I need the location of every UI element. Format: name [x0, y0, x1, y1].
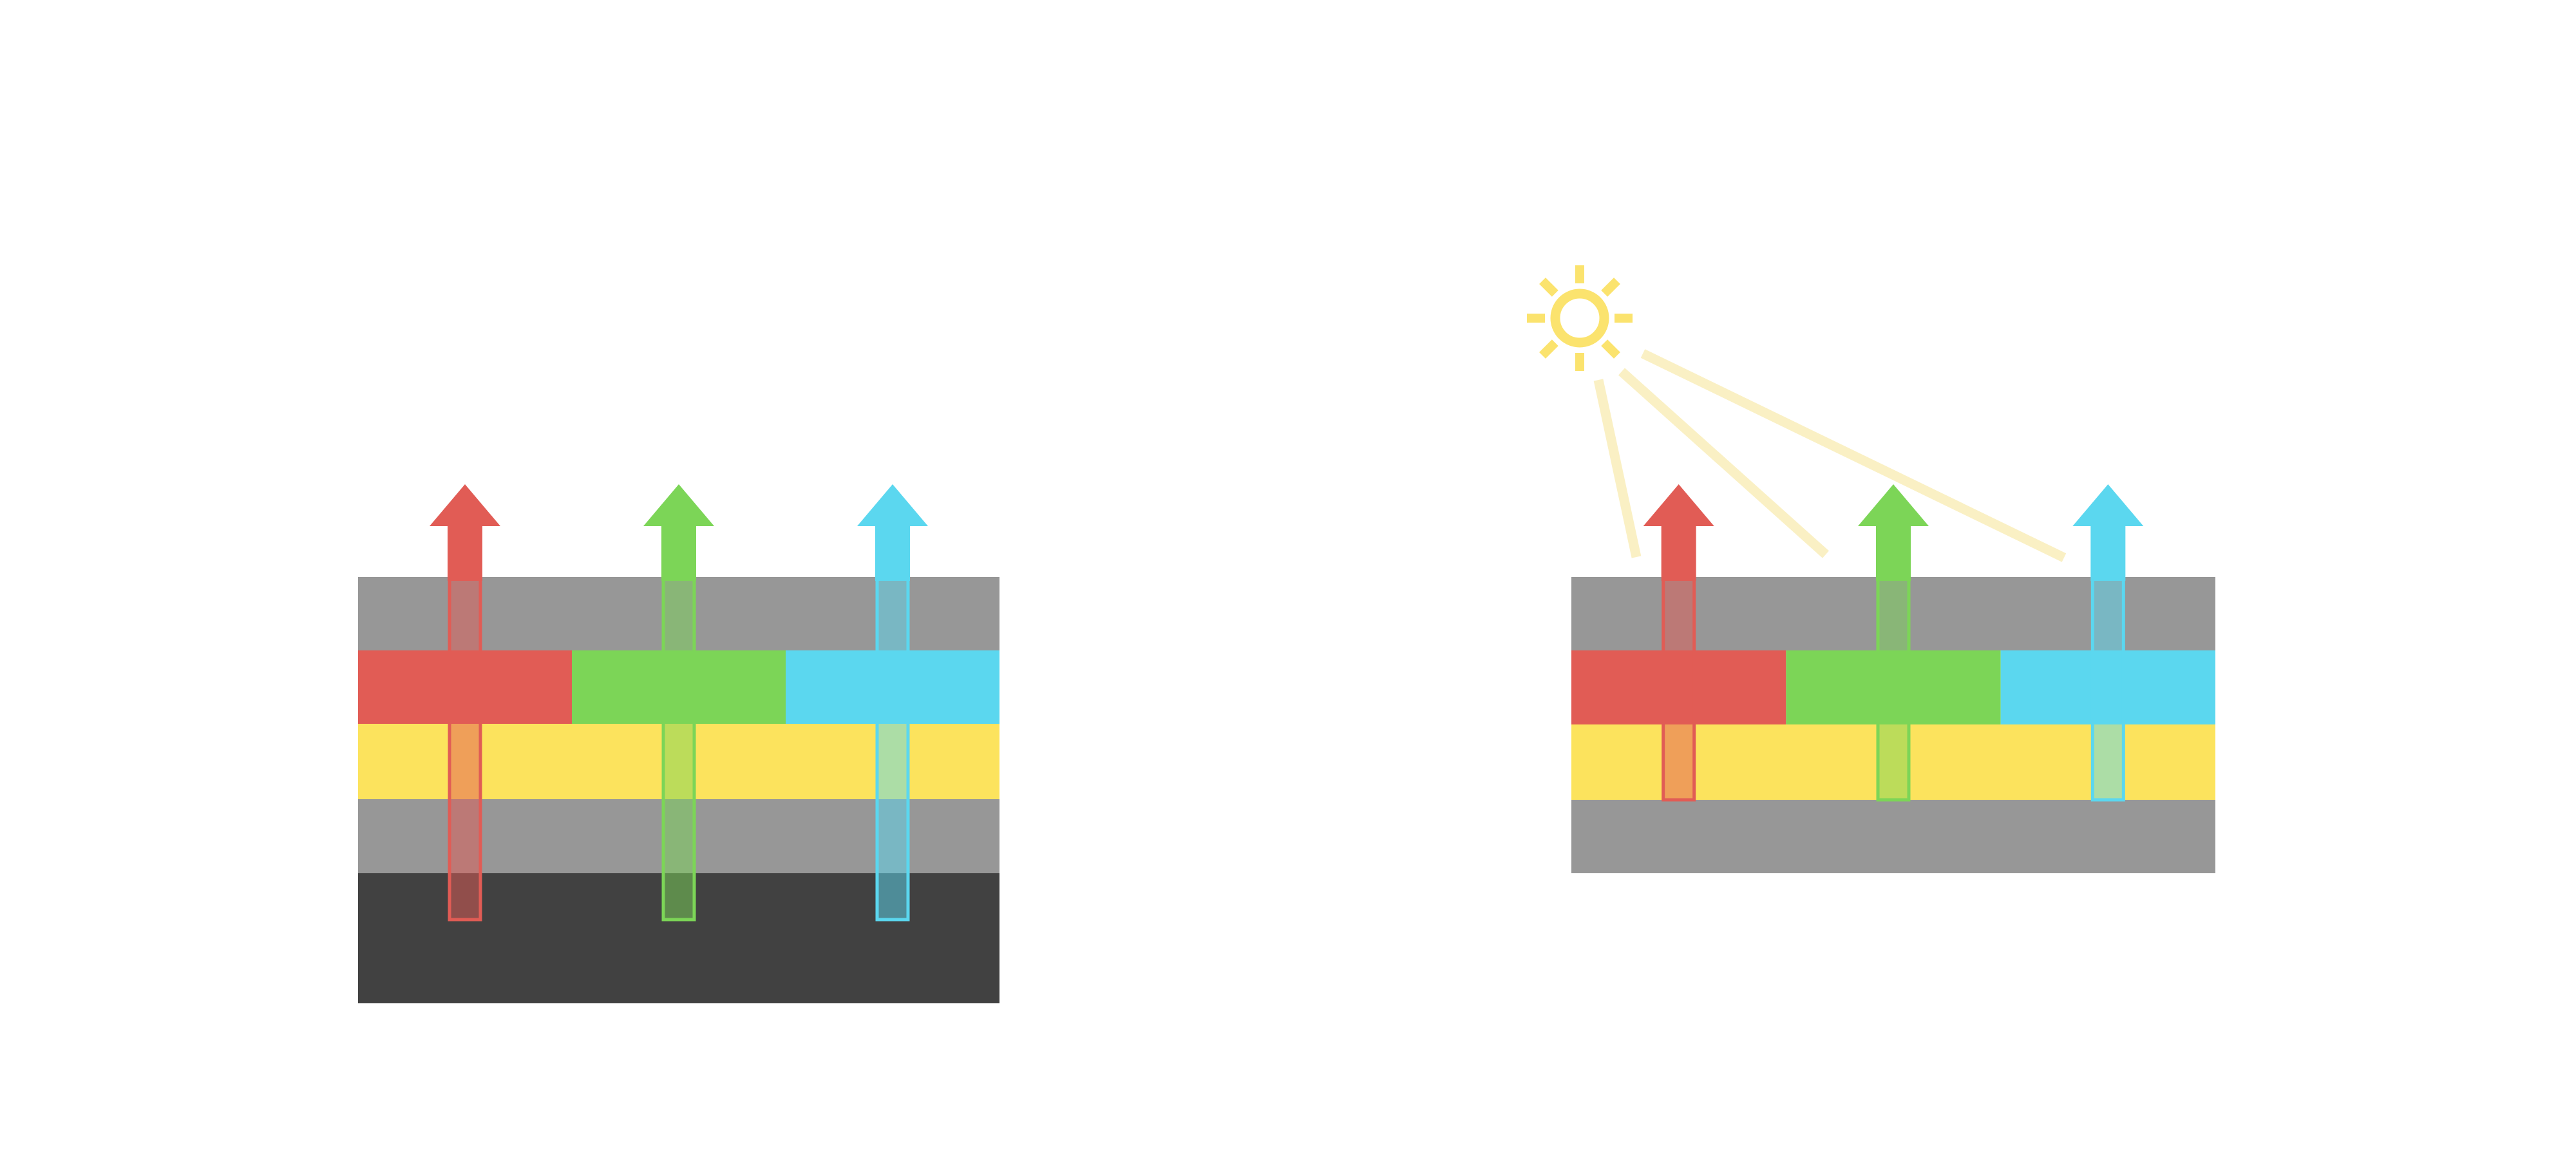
red-light-beam — [448, 575, 482, 922]
sun-tick — [1601, 278, 1620, 297]
sun-icon — [1527, 265, 1633, 371]
green-arrow — [1858, 484, 1929, 581]
sunlight-ray — [1593, 379, 1642, 558]
sun-tick — [1539, 339, 1558, 359]
sun-tick — [1601, 339, 1620, 359]
red-light-beam — [1662, 575, 1696, 802]
red-arrow — [430, 484, 500, 581]
cyan-arrow — [2072, 484, 2144, 581]
backlit-display-panel — [358, 484, 999, 1003]
sunlight-ray — [1618, 368, 1830, 558]
cyan-arrow — [857, 484, 928, 581]
reflective-display-panel — [1527, 265, 2215, 873]
sun-core — [1550, 288, 1609, 348]
bottom-gray-layer — [1571, 800, 2215, 873]
green-light-beam — [661, 575, 696, 922]
cyan-light-beam — [2090, 575, 2125, 802]
green-arrow — [643, 484, 714, 581]
green-light-beam — [1876, 575, 1911, 802]
sun-tick — [1539, 278, 1558, 297]
red-arrow — [1643, 484, 1714, 581]
cyan-light-beam — [875, 575, 910, 922]
sunlight-ray — [1640, 349, 2067, 562]
